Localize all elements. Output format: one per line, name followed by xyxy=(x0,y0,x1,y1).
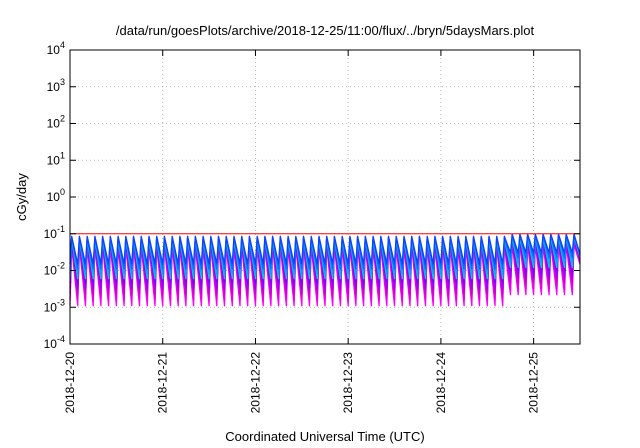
series-line-6 xyxy=(69,235,581,275)
y-tick-label: 10-2 xyxy=(44,261,65,278)
y-tick-label: 101 xyxy=(47,150,65,167)
y-tick-label: 10-1 xyxy=(44,224,65,241)
y-tick-label: 102 xyxy=(47,114,65,131)
chart-title: /data/run/goesPlots/archive/2018-12-25/1… xyxy=(116,23,535,38)
y-tick-label: 104 xyxy=(47,40,65,57)
series-line-8 xyxy=(69,233,581,265)
x-tick-label: 2018-12-20 xyxy=(63,352,77,414)
y-axis: 10-4 10-3 10-2 10-1 100 101 102 103 104 xyxy=(44,40,580,351)
x-tick-label: 2018-12-22 xyxy=(248,352,262,414)
x-tick-label: 2018-12-25 xyxy=(527,352,541,414)
series-layer xyxy=(69,233,581,307)
series-line-4 xyxy=(69,237,581,284)
y-tick-label: 10-3 xyxy=(44,297,65,314)
series-line-5 xyxy=(69,236,581,280)
series-line-0 xyxy=(69,243,581,307)
x-axis: 2018-12-20 2018-12-21 2018-12-22 2018-12-23… xyxy=(63,50,541,413)
series-line-7 xyxy=(69,234,581,270)
x-tick-label: 2018-12-23 xyxy=(341,352,355,414)
y-tick-label: 103 xyxy=(47,77,65,94)
x-tick-label: 2018-12-21 xyxy=(156,352,170,414)
y-axis-title: cGy/day xyxy=(14,173,29,221)
series-line-3 xyxy=(69,239,581,290)
y-tick-label: 100 xyxy=(47,187,65,204)
x-axis-title: Coordinated Universal Time (UTC) xyxy=(225,429,424,444)
x-tick-label: 2018-12-24 xyxy=(434,352,448,414)
y-tick-label: 10-4 xyxy=(44,334,65,351)
series-line-2 xyxy=(69,240,581,295)
series-line-1 xyxy=(69,241,581,301)
